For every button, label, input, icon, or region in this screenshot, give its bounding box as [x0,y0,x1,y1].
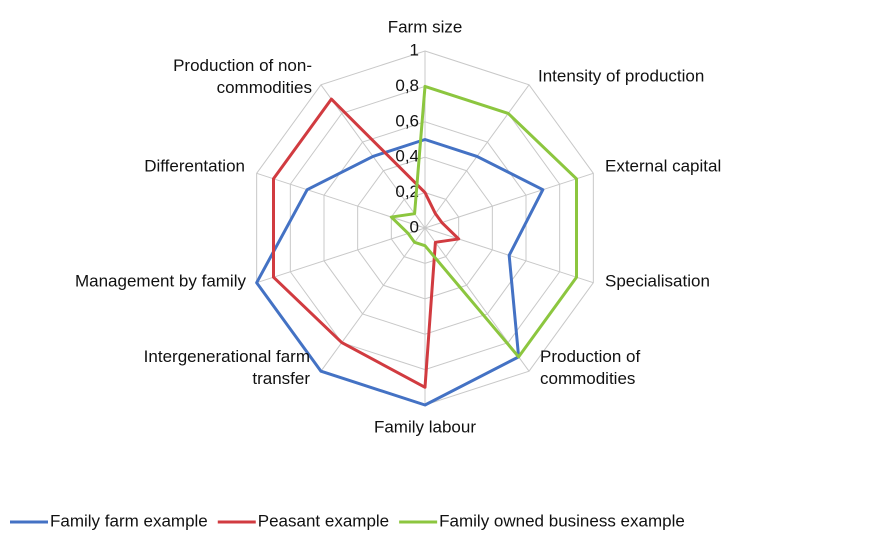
category-label-line: Production of non- [173,56,312,75]
category-label: Intensity of production [538,66,704,85]
category-label-line: transfer [252,369,310,388]
r-tick-label: 0,4 [395,147,419,166]
category-label: Production of commodities [540,347,640,388]
category-label: Management by family [75,271,247,290]
legend-label: Peasant example [258,511,389,530]
category-label: Differentation [144,156,245,175]
category-label: External capital [605,156,721,175]
category-label: Intergenerational farm transfer [144,347,311,388]
series-line [389,84,579,359]
category-label: Farm size [388,17,463,36]
r-tick-label: 0,2 [395,182,419,201]
r-tick-label: 0,8 [395,76,419,95]
spoke [424,172,594,229]
r-tick-label: 0 [410,217,419,236]
category-label: Specialisation [605,271,710,290]
r-tick-label: 1 [410,40,419,59]
category-label-line: commodities [217,78,312,97]
legend-label: Family owned business example [439,511,685,530]
r-tick-label: 0,6 [395,111,419,130]
legend-label: Family farm example [50,511,208,530]
series-line [271,97,461,389]
series-line [255,138,545,407]
spoke [256,227,426,284]
category-label: Production of non-commodities [173,56,312,97]
category-label: Family labour [374,417,476,436]
category-label-line: Intergenerational farm [144,347,310,366]
category-label-line: commodities [540,369,635,388]
spoke [256,172,426,229]
spoke [320,227,426,372]
category-label-line: Production of [540,347,640,366]
